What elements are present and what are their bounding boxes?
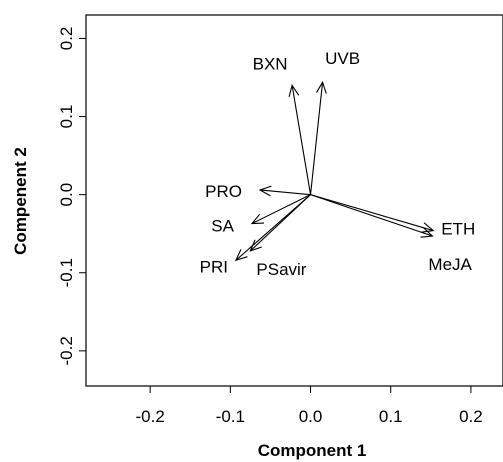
arrowhead-uvb (316, 80, 327, 94)
vector-label-bxn: BXN (253, 54, 288, 73)
vector-psavir: PSavir (249, 194, 311, 279)
vector-line-uvb (309, 82, 324, 195)
vector-uvb: UVB (309, 49, 360, 195)
vector-line-meja (310, 194, 433, 237)
x-tick-label: -0.1 (216, 407, 245, 426)
arrowhead-pro (258, 185, 272, 197)
arrowhead-psavir (249, 239, 262, 252)
arrowhead-pri (234, 249, 248, 262)
y-tick-label: 0.1 (57, 105, 76, 129)
x-axis: -0.2 -0.1 0.0 0.1 0.2 (136, 385, 483, 426)
y-tick-label: 0.0 (57, 183, 76, 207)
vector-line-eth (310, 194, 434, 232)
plot-frame (85, 14, 503, 387)
vector-label-psavir: PSavir (256, 260, 306, 279)
x-tick-label: 0.0 (299, 407, 323, 426)
vector-bxn: BXN (253, 54, 312, 195)
vector-label-pri: PRI (200, 257, 228, 276)
arrowhead-sa (250, 213, 265, 225)
y-axis: -0.2 -0.1 0.0 0.1 0.2 (57, 27, 87, 366)
vector-label-eth: ETH (441, 220, 475, 239)
x-tick-label: -0.2 (136, 407, 165, 426)
arrowhead-eth (421, 222, 435, 233)
vector-label-uvb: UVB (325, 49, 360, 68)
vector-label-pro: PRO (205, 182, 242, 201)
x-tick-label: 0.2 (459, 407, 483, 426)
loading-vectors: BXN UVB PRO SA PRI PSavir ETH MeJA (200, 49, 476, 279)
vector-label-sa: SA (211, 217, 234, 236)
vector-line-pro (259, 189, 311, 196)
x-axis-title: Component 1 (258, 441, 367, 460)
x-tick-label: 0.1 (379, 407, 403, 426)
y-tick-label: -0.2 (57, 336, 76, 365)
vector-line-bxn (291, 85, 312, 195)
vector-pro: PRO (205, 182, 311, 201)
arrowhead-bxn (288, 83, 300, 98)
vector-meja: MeJA (310, 194, 473, 274)
y-axis-title: Compenent 2 (11, 147, 30, 255)
vector-sa: SA (211, 194, 311, 236)
y-tick-label: -0.1 (57, 258, 76, 287)
y-tick-label: 0.2 (57, 27, 76, 51)
arrowhead-meja (420, 227, 434, 238)
vector-eth: ETH (310, 194, 475, 239)
vector-label-meja: MeJA (428, 255, 472, 274)
vector-line-psavir (250, 194, 311, 252)
vector-line-sa (251, 194, 311, 225)
